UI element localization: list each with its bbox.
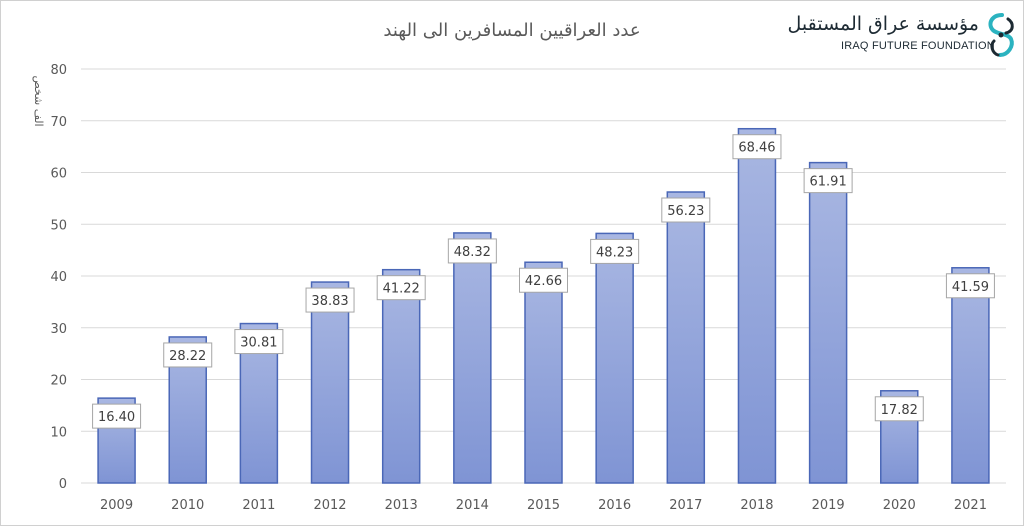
x-tick-label: 2014 bbox=[456, 498, 489, 513]
bar-2017 bbox=[666, 191, 706, 484]
x-tick-label: 2020 bbox=[883, 498, 916, 513]
bar-2019 bbox=[808, 161, 848, 484]
data-label: 17.82 bbox=[881, 403, 918, 418]
bars bbox=[97, 127, 990, 484]
data-label: 48.23 bbox=[596, 245, 633, 260]
x-tick-label: 2010 bbox=[171, 498, 204, 513]
x-axis-ticks: 2009 2010 2011 2012 2013 2014 2015 2016 2017 2018… bbox=[100, 498, 987, 513]
y-tick-label: 0 bbox=[59, 477, 67, 492]
data-label-box bbox=[519, 267, 568, 293]
data-label: 48.32 bbox=[454, 245, 491, 260]
data-label-box bbox=[163, 342, 213, 368]
x-tick-label: 2012 bbox=[313, 498, 346, 513]
data-label-box bbox=[945, 273, 995, 299]
logo-english-text: IRAQ FUTURE FOUNDATION bbox=[841, 40, 995, 52]
bar-2012 bbox=[310, 281, 350, 484]
data-label-box bbox=[803, 168, 853, 194]
data-label: 56.23 bbox=[667, 204, 704, 219]
x-tick-label: 2009 bbox=[100, 498, 133, 513]
data-label: 38.83 bbox=[311, 294, 348, 309]
data-label: 41.59 bbox=[952, 280, 989, 295]
data-label-box bbox=[447, 238, 497, 264]
y-tick-label: 40 bbox=[50, 270, 67, 285]
data-label: 41.22 bbox=[383, 282, 420, 297]
data-label: 28.22 bbox=[169, 349, 206, 364]
data-label-box bbox=[376, 275, 426, 301]
y-tick-label: 10 bbox=[50, 425, 67, 440]
data-label-box bbox=[305, 287, 355, 313]
bar-2021 bbox=[951, 267, 990, 484]
data-label-box bbox=[590, 238, 640, 264]
y-tick-label: 50 bbox=[50, 218, 67, 233]
data-labels: 16.40 28.22 30.81 38.83 41.22 48.32 42.66 48.23… bbox=[92, 134, 995, 429]
y-tick-label: 80 bbox=[50, 63, 67, 78]
x-tick-label: 2013 bbox=[385, 498, 418, 513]
x-tick-label: 2017 bbox=[669, 498, 702, 513]
x-tick-label: 2015 bbox=[527, 498, 560, 513]
x-tick-label: 2021 bbox=[954, 498, 987, 513]
y-tick-label: 20 bbox=[50, 374, 67, 389]
data-label: 61.91 bbox=[810, 175, 847, 190]
data-label-box bbox=[874, 396, 924, 422]
y-tick-label: 70 bbox=[50, 115, 67, 130]
chart-title: عدد العراقيين المسافرين الى الهند bbox=[383, 20, 640, 41]
y-tick-label: 30 bbox=[50, 322, 67, 337]
x-tick-label: 2018 bbox=[740, 498, 773, 513]
data-label: 42.66 bbox=[525, 274, 562, 289]
data-label: 16.40 bbox=[98, 410, 135, 425]
x-tick-label: 2019 bbox=[812, 498, 845, 513]
data-label: 68.46 bbox=[738, 141, 775, 156]
x-tick-label: 2011 bbox=[242, 498, 275, 513]
bar-2016 bbox=[595, 232, 634, 484]
iraq-future-foundation-logo: مؤسسة عراق المستقبل IRAQ FUTURE FOUNDATI… bbox=[787, 7, 1021, 61]
y-axis-label: الف شخص bbox=[32, 75, 45, 126]
x-tick-label: 2016 bbox=[598, 498, 631, 513]
data-label-box bbox=[92, 403, 142, 429]
bar-2018 bbox=[737, 127, 777, 484]
logo-arabic-text: مؤسسة عراق المستقبل bbox=[787, 13, 979, 35]
data-label-box bbox=[732, 134, 782, 160]
y-tick-label: 60 bbox=[50, 167, 67, 182]
bar-2013 bbox=[381, 268, 421, 484]
data-label-box bbox=[661, 197, 711, 223]
bar-2015 bbox=[524, 261, 563, 484]
data-label: 30.81 bbox=[240, 336, 277, 351]
y-axis-ticks: 0 10 20 30 40 50 60 70 80 bbox=[50, 63, 67, 492]
iraq-future-foundation-logo-icon bbox=[988, 13, 1014, 57]
data-label-box bbox=[234, 329, 284, 355]
bar-2014 bbox=[453, 232, 492, 484]
